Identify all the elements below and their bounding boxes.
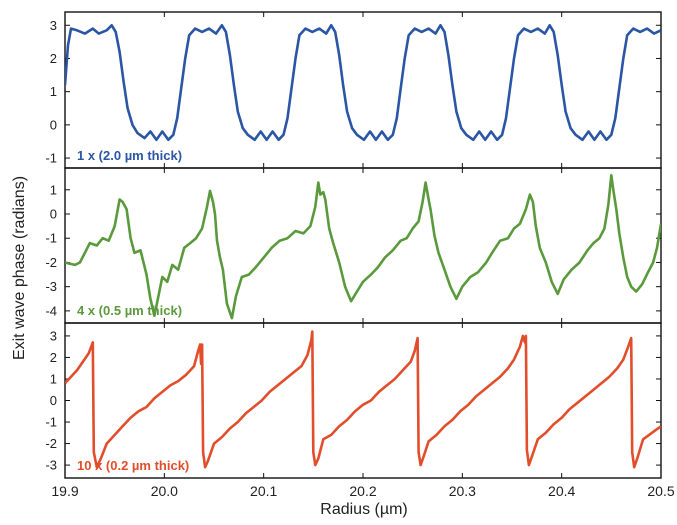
y-tick-label: 2: [50, 350, 57, 365]
x-axis-label: Radius (µm): [320, 501, 407, 518]
x-tick-label: 20.5: [647, 483, 674, 499]
panel-frame: [64, 11, 662, 169]
x-tick-label: 20.1: [250, 483, 277, 499]
y-tick-label: 0: [50, 117, 57, 132]
y-tick-label: 1: [50, 371, 57, 386]
x-tick-label: 20.0: [151, 483, 178, 499]
y-tick-label: -4: [45, 303, 57, 318]
panel-1: -1 0 1 2 3 1 x (2.0 µm thick): [45, 11, 662, 169]
y-tick-label: -2: [45, 255, 57, 270]
y-tick-label: 0: [50, 393, 57, 408]
panel-frame: [64, 167, 662, 324]
series-line: [65, 330, 661, 469]
panel-label: 10 x (0.2 µm thick): [77, 458, 189, 473]
series-line: [65, 174, 661, 320]
y-tick-label: -2: [45, 436, 57, 451]
panel-frame: [64, 322, 662, 479]
x-tick-label: 19.9: [51, 483, 78, 499]
x-tick-label: 20.2: [349, 483, 376, 499]
y-tick-label: 1: [50, 182, 57, 197]
y-tick-label: 0: [50, 207, 57, 222]
y-tick-label: -1: [45, 415, 57, 430]
y-tick-label: 3: [50, 18, 57, 33]
x-tick-label: 20.4: [548, 483, 575, 499]
series-line: [65, 24, 661, 142]
y-tick-label: 1: [50, 84, 57, 99]
panel-2: -4 -3 -2 -1 0 1 4 x (0.5 µm thick): [45, 167, 662, 324]
y-tick-label: -1: [45, 151, 57, 166]
panels-layer: -1 0 1 2 3 1 x (2.0 µm thick) -4 -3 -2 -1 0 1 4 x (0…: [45, 11, 662, 479]
y-tick-label: 3: [50, 328, 57, 343]
y-tick-label: -3: [45, 458, 57, 473]
y-axis-label: Exit wave phase (radians): [11, 176, 28, 360]
x-axis: 19.9 20.0 20.1 20.2 20.3 20.4 20.5: [51, 483, 674, 499]
y-tick-label: -1: [45, 231, 57, 246]
panel-label: 1 x (2.0 µm thick): [77, 148, 182, 163]
x-tick-label: 20.3: [449, 483, 476, 499]
panel-label: 4 x (0.5 µm thick): [77, 303, 182, 318]
y-tick-label: 2: [50, 51, 57, 66]
y-tick-label: -3: [45, 279, 57, 294]
panel-3: -3 -2 -1 0 1 2 3 10 x (0.2 µm thick): [45, 322, 662, 479]
